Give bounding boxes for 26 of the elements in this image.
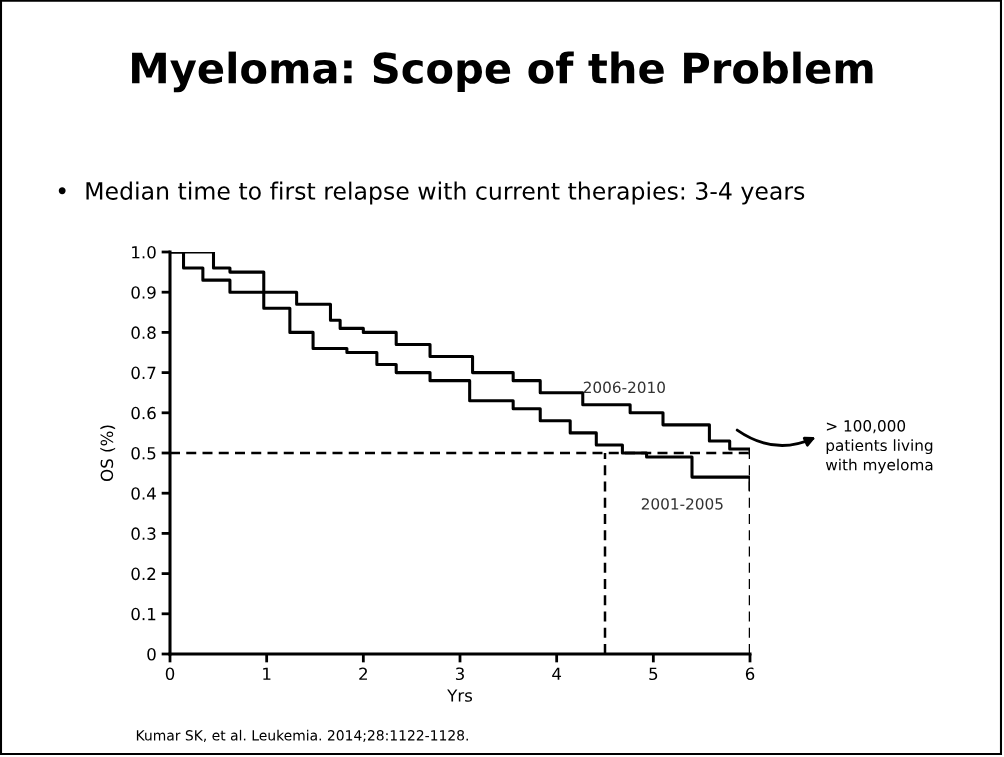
y-tick-label: 0.1 [131,607,156,621]
y-tick-label: 0.5 [131,446,156,460]
y-tick-label: 1.0 [132,245,156,259]
y-tick-label: 0.2 [131,567,156,581]
x-tick-label: 4 [552,667,562,680]
y-tick-label: 0.3 [131,527,156,540]
series-label: 2006-2010 [583,381,665,394]
chart-subtitle: • Median time to first relapse with current therapies: 3-4 years [58,181,805,205]
series-label: 2001-2005 [641,498,723,510]
y-tick-label: 0.6 [131,406,156,420]
y-tick-label: 0 [147,647,156,661]
x-tick-label: 2 [359,667,367,680]
y-tick-label: 0.9 [131,286,156,299]
text: Kumar SK, et al. Leukemia. 2014;28:1122-1128. [136,729,468,743]
y-axis-title: OS (%) [100,425,116,481]
chart-title: Myeloma: Scope of the Problem [132,51,873,93]
x-tick-label: 0 [165,667,175,681]
x-tick-label: 1 [263,667,271,680]
y-tick-label: 0.7 [131,366,156,380]
x-tick-label: 5 [649,667,658,681]
text: > 100,000 patients living with myeloma [825,420,933,474]
x-axis-title: Yrs [447,689,473,702]
y-tick-label: 0.4 [131,487,156,500]
x-tick-label: 6 [745,667,755,681]
x-tick-label: 3 [455,667,464,681]
y-tick-label: 0.8 [131,326,156,339]
